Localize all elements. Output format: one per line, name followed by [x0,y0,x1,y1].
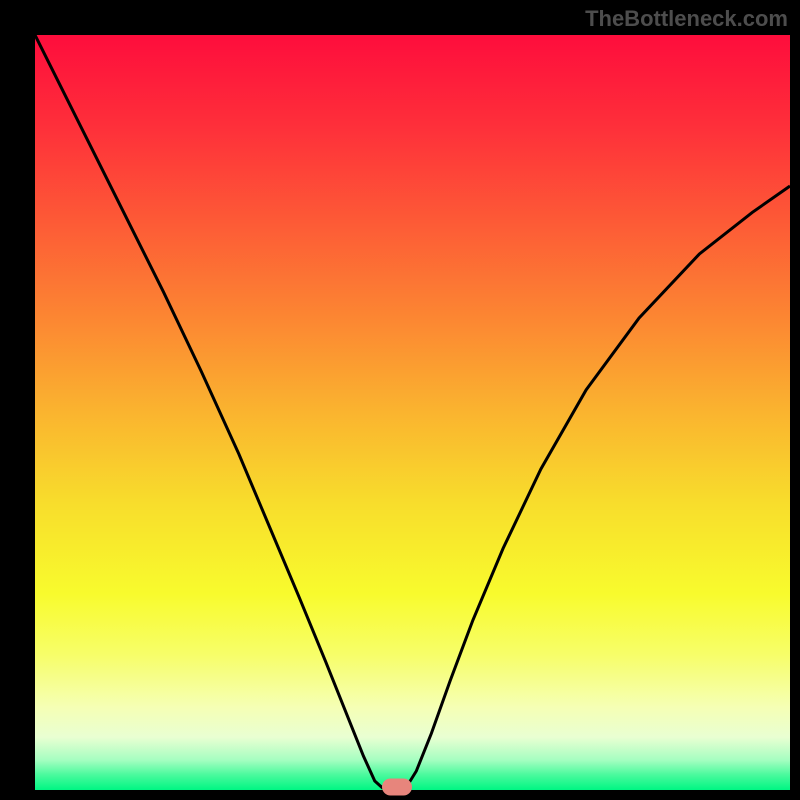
bottleneck-curve [35,35,790,788]
plot-area [35,35,790,790]
curve-layer [35,35,790,790]
chart-container: TheBottleneck.com [0,0,800,800]
watermark-text: TheBottleneck.com [585,6,788,32]
optimum-marker [382,778,412,795]
